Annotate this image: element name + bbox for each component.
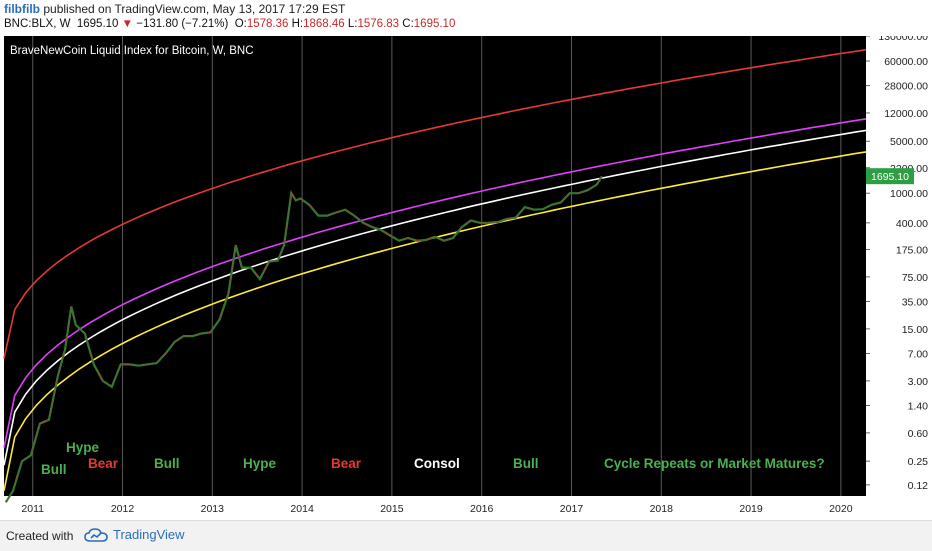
x-tick-label: 2016 [470, 503, 494, 515]
high-value: 1868.46 [303, 18, 345, 30]
open-label: O: [234, 18, 247, 30]
y-tick-label: 35.00 [902, 297, 928, 309]
symbol: BNC:BLX, W [4, 18, 71, 30]
x-tick-label: 2018 [650, 503, 674, 515]
symbol-line: BNC:BLX, W 1695.10 ▼ −131.80 (−7.21%) O:… [4, 18, 455, 34]
high-label: H: [291, 18, 304, 30]
y-tick-label: 15.00 [902, 324, 928, 336]
x-tick-label: 2013 [201, 503, 225, 515]
annotation-label: Hype [243, 456, 277, 471]
band-curve-0 [3, 48, 867, 359]
y-tick-label: 0.25 [908, 456, 929, 468]
last-price: 1695.10 [76, 18, 119, 30]
y-tick-label: 130000.00 [878, 36, 928, 43]
y-tick-label: 60000.00 [884, 56, 928, 68]
y-tick-label: 0.12 [908, 480, 929, 492]
last-price-label: 1695.10 [871, 171, 909, 183]
x-tick-label: 2011 [21, 503, 44, 515]
y-tick-label: 7.00 [908, 349, 929, 361]
change: −131.80 (−7.21%) [136, 18, 229, 30]
x-tick-label: 2014 [290, 503, 314, 515]
band-curve-1 [3, 118, 867, 448]
annotation-label: Hype [66, 440, 100, 455]
chart-title: BraveNewCoin Liquid Index for Bitcoin, W… [10, 45, 254, 57]
annotation-label: Bear [331, 456, 362, 471]
y-tick-label: 1000.00 [890, 188, 928, 200]
author-link[interactable]: filbfilb [4, 2, 40, 16]
y-tick-label: 28000.00 [884, 81, 928, 93]
y-tick-label: 75.00 [902, 272, 928, 284]
down-arrow-icon: ▼ [121, 18, 134, 30]
band-curve-2 [3, 129, 867, 466]
low-label: L: [347, 18, 358, 30]
price-chart[interactable]: 2011 2012 2013 2014 2015 2016 2017 2018 2019 2020… [0, 31, 932, 520]
low-value: 1576.83 [357, 18, 400, 30]
annotation-label: Cycle Repeats or Market Matures? [604, 456, 825, 471]
cloud-icon [84, 527, 108, 542]
price-series-candles [5, 175, 603, 503]
y-tick-label: 400.00 [896, 218, 928, 230]
open-value: 1578.36 [246, 18, 289, 30]
annotation-label: Consol [414, 456, 460, 471]
plot-background [4, 36, 866, 496]
price-axis-bg [866, 36, 932, 496]
close-value: 1695.10 [413, 18, 456, 30]
x-tick-label: 2012 [111, 503, 135, 515]
y-tick-label: 0.60 [908, 428, 929, 440]
tradingview-brand: TradingView [113, 527, 185, 542]
y-tick-label: 5000.00 [890, 136, 928, 148]
close-label: C: [402, 18, 414, 30]
y-tick-label: 12000.00 [884, 108, 928, 120]
annotation-label: Bull [154, 456, 180, 471]
annotation-label: Bull [41, 462, 67, 477]
y-tick-label: 1.40 [908, 401, 929, 413]
tradingview-logo[interactable]: TradingView [84, 527, 185, 542]
created-with-text: Created with [6, 529, 74, 543]
annotation-label: Bull [513, 456, 539, 471]
x-tick-label: 2020 [829, 503, 853, 515]
x-tick-label: 2015 [380, 503, 404, 515]
footer: Created with TradingView [0, 520, 932, 551]
y-tick-label: 175.00 [896, 245, 928, 257]
publish-line: filbfilb published on TradingView.com, M… [4, 2, 345, 18]
x-tick-label: 2017 [560, 503, 584, 515]
x-tick-label: 2019 [739, 503, 763, 515]
time-axis-bg [0, 496, 932, 520]
published-text: published on TradingView.com, May 13, 20… [43, 2, 346, 16]
last-price-badge [866, 168, 914, 185]
annotation-label: Bear [88, 456, 119, 471]
chart-area[interactable]: 2011 2012 2013 2014 2015 2016 2017 2018 2019 2020… [0, 31, 932, 520]
y-tick-label: 3.00 [908, 376, 929, 388]
